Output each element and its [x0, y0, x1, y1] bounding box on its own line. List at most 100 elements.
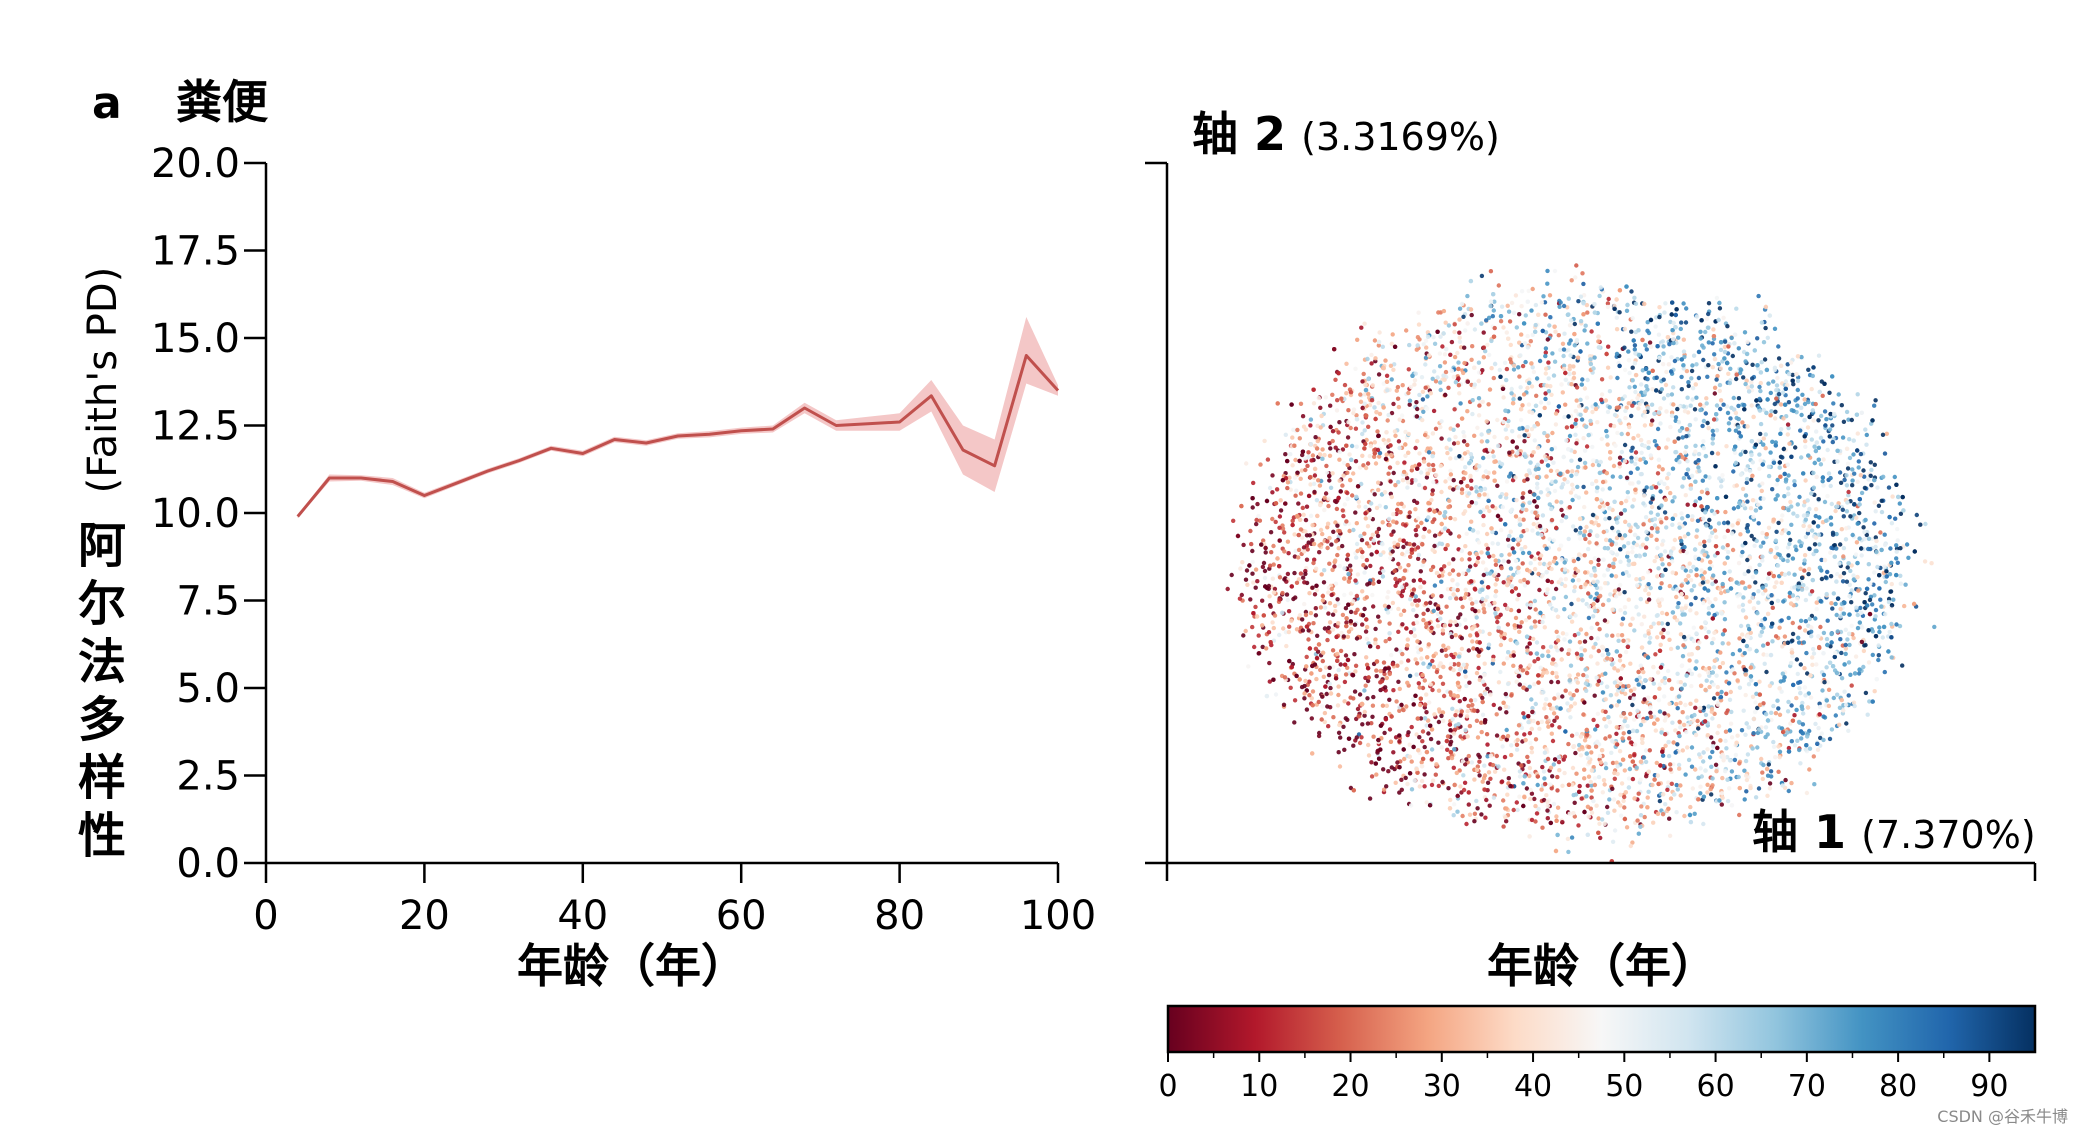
panel-title: 粪便: [176, 75, 269, 129]
scatter-point: [1270, 473, 1275, 478]
scatter-point: [1606, 715, 1611, 720]
scatter-point: [1289, 618, 1294, 623]
scatter-point: [1758, 505, 1763, 510]
panel-letter: a: [92, 78, 122, 129]
scatter-point: [1396, 501, 1401, 507]
scatter-point: [1722, 600, 1727, 605]
scatter-point: [1438, 334, 1443, 339]
scatter-point: [1770, 639, 1775, 644]
scatter-point: [1461, 476, 1466, 481]
scatter-point: [1704, 678, 1709, 683]
scatter-point: [1614, 351, 1620, 357]
scatter-point: [1529, 745, 1534, 751]
scatter-point: [1447, 498, 1452, 503]
scatter-point: [1318, 405, 1323, 410]
scatter-point: [1604, 648, 1610, 653]
scatter-point: [1574, 771, 1579, 776]
scatter-point: [1569, 835, 1575, 840]
scatter-point: [1485, 686, 1490, 691]
scatter-point: [1327, 441, 1332, 446]
scatter-point: [1427, 700, 1432, 705]
scatter-point: [1425, 394, 1430, 399]
scatter-point: [1570, 782, 1575, 787]
scatter-point: [1659, 387, 1665, 392]
scatter-point: [1508, 508, 1514, 514]
scatter-point: [1763, 583, 1769, 588]
scatter-point: [1362, 688, 1367, 693]
scatter-point: [1878, 530, 1883, 535]
scatter-point: [1716, 724, 1722, 729]
scatter-point: [1684, 729, 1689, 735]
scatter-point: [1841, 554, 1846, 559]
scatter-point: [1718, 406, 1723, 412]
scatter-point: [1697, 640, 1702, 645]
scatter-point: [1549, 723, 1555, 728]
scatter-point: [1615, 375, 1620, 381]
scatter-point: [1467, 461, 1472, 466]
scatter-point: [1345, 557, 1350, 562]
scatter-point: [1571, 524, 1576, 529]
scatter-point: [1724, 746, 1729, 751]
series-line: [296, 354, 1060, 518]
scatter-point: [1725, 588, 1730, 594]
scatter-point: [1841, 571, 1847, 576]
scatter-point: [1440, 779, 1445, 785]
scatter-point: [1465, 709, 1470, 714]
scatter-point: [1761, 407, 1767, 413]
scatter-point: [1487, 803, 1492, 808]
scatter-point: [1465, 409, 1470, 414]
scatter-point: [1246, 664, 1251, 669]
scatter-point: [1742, 797, 1747, 802]
scatter-point: [1305, 463, 1310, 469]
scatter-point: [1816, 353, 1822, 358]
scatter-point: [1485, 754, 1490, 759]
scatter-point: [1303, 529, 1308, 534]
scatter-point: [1575, 655, 1581, 661]
scatter-point: [1399, 413, 1405, 418]
scatter-point: [1628, 661, 1633, 666]
scatter-point: [1460, 813, 1465, 819]
scatter-point: [1757, 562, 1762, 568]
scatter-point: [1588, 361, 1594, 367]
scatter-point: [1403, 523, 1408, 528]
scatter-point: [1532, 598, 1538, 604]
scatter-point: [1540, 513, 1546, 518]
scatter-point: [1642, 633, 1648, 638]
scatter-point: [1740, 486, 1746, 492]
scatter-point: [1565, 836, 1571, 842]
scatter-point: [1420, 417, 1425, 423]
scatter-point: [1430, 593, 1436, 598]
scatter-point: [1390, 600, 1396, 606]
scatter-point: [1830, 606, 1835, 611]
scatter-point: [1481, 474, 1487, 479]
scatter-point: [1597, 821, 1602, 826]
scatter-point: [1653, 324, 1658, 329]
scatter-point: [1304, 654, 1309, 660]
scatter-point: [1729, 335, 1734, 341]
scatter-point: [1395, 663, 1400, 668]
scatter-point: [1347, 452, 1352, 457]
scatter-point: [1551, 762, 1557, 767]
scatter-point: [1751, 716, 1757, 722]
scatter-point: [1685, 564, 1691, 569]
scatter-point: [1271, 543, 1276, 549]
scatter-point: [1507, 474, 1512, 479]
scatter-point: [1532, 796, 1537, 802]
scatter-point: [1854, 515, 1859, 520]
scatter-point: [1312, 473, 1318, 478]
scatter-point: [1541, 769, 1547, 774]
scatter-point: [1427, 507, 1433, 512]
scatter-point: [1409, 468, 1415, 473]
scatter-point: [1739, 728, 1745, 733]
scatter-point: [1567, 363, 1573, 369]
scatter-point: [1650, 387, 1655, 392]
scatter-point: [1498, 517, 1503, 522]
scatter-point: [1812, 542, 1818, 547]
scatter-point: [1765, 641, 1771, 646]
scatter-point: [1399, 787, 1405, 792]
scatter-point: [1725, 543, 1730, 548]
scatter-point: [1835, 692, 1840, 697]
scatter-point: [1620, 616, 1626, 621]
scatter-point: [1268, 604, 1273, 609]
scatter-point: [1386, 516, 1392, 522]
